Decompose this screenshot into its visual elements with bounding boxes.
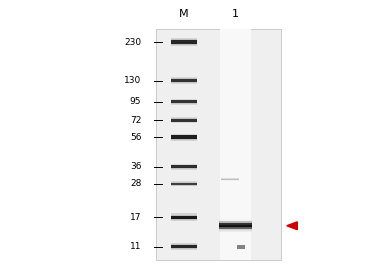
Bar (220, 29, 251, 260)
Bar (219, 225, 252, 226)
Bar (171, 214, 197, 221)
Text: 36: 36 (130, 162, 141, 171)
Bar (171, 119, 197, 122)
Bar (171, 117, 197, 123)
Bar (221, 178, 239, 179)
Polygon shape (287, 222, 297, 230)
Bar (171, 243, 197, 250)
Bar (219, 227, 252, 228)
Text: 17: 17 (130, 213, 141, 222)
Bar (219, 230, 252, 232)
Text: 11: 11 (130, 242, 141, 251)
Bar (219, 216, 252, 217)
Text: 72: 72 (130, 116, 141, 125)
Bar (156, 29, 281, 260)
Bar (221, 179, 239, 180)
Bar (171, 99, 197, 105)
Bar (219, 231, 252, 232)
Text: 130: 130 (124, 76, 141, 85)
Bar (171, 182, 197, 186)
Bar (219, 219, 252, 220)
Bar (221, 177, 239, 178)
Bar (219, 215, 252, 216)
Bar (219, 223, 252, 224)
Bar (237, 245, 245, 249)
Text: 230: 230 (124, 38, 141, 47)
Bar (219, 225, 252, 227)
Bar (219, 228, 252, 229)
Bar (219, 222, 252, 223)
Bar (171, 133, 197, 141)
Text: 1: 1 (232, 9, 239, 19)
Bar (171, 100, 197, 103)
Bar (171, 118, 197, 122)
Bar (219, 220, 252, 221)
Bar (221, 181, 239, 182)
Bar (171, 181, 197, 187)
Bar (219, 230, 252, 231)
Bar (219, 229, 252, 230)
Bar (219, 219, 252, 220)
Bar (171, 38, 197, 46)
Text: 95: 95 (130, 97, 141, 106)
Bar (219, 224, 252, 225)
Bar (221, 180, 239, 181)
Bar (171, 40, 197, 44)
Bar (171, 135, 197, 140)
Bar (171, 78, 197, 83)
Bar (219, 217, 252, 218)
Bar (171, 163, 197, 170)
Bar (171, 215, 197, 220)
Bar (219, 234, 252, 235)
Bar (219, 233, 252, 234)
Bar (219, 235, 252, 237)
Bar (171, 79, 197, 82)
Bar (171, 244, 197, 249)
Text: 28: 28 (130, 179, 141, 188)
Bar (171, 245, 197, 248)
Bar (219, 226, 252, 227)
Text: M: M (179, 9, 188, 19)
Bar (171, 77, 197, 84)
Bar (219, 235, 252, 236)
Bar (219, 221, 252, 222)
Bar (171, 100, 197, 104)
Bar (219, 221, 252, 222)
Bar (171, 183, 197, 185)
Bar (219, 232, 252, 233)
Bar (171, 39, 197, 45)
Text: 56: 56 (130, 133, 141, 142)
Bar (171, 215, 197, 219)
Bar (171, 165, 197, 169)
Bar (171, 165, 197, 168)
Bar (219, 218, 252, 219)
Bar (171, 135, 197, 139)
Bar (219, 216, 252, 217)
